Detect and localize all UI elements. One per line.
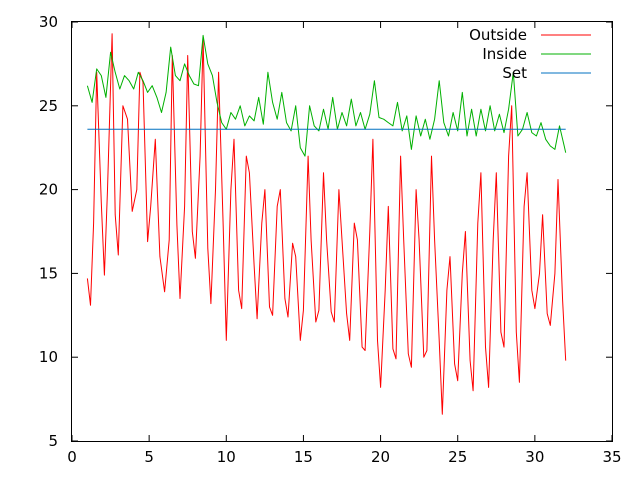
- y-tick-label: 10: [39, 348, 58, 366]
- x-tick-label: 35: [602, 448, 621, 466]
- y-tick-label: 30: [39, 13, 58, 31]
- legend-label-outside: Outside: [469, 26, 527, 44]
- series-group: [86, 33, 567, 415]
- y-tick-label: 25: [39, 97, 58, 115]
- legend-label-set: Set: [502, 64, 527, 82]
- x-tick-label: 15: [294, 448, 313, 466]
- x-tick-label: 30: [525, 448, 544, 466]
- plot-frame: [71, 21, 613, 442]
- series-line-outside: [86, 33, 567, 415]
- x-tick-label: 0: [67, 448, 77, 466]
- legend-label-inside: Inside: [482, 45, 527, 63]
- y-tick-label: 20: [39, 181, 58, 199]
- x-tick-label: 20: [371, 448, 390, 466]
- x-tick-label: 10: [217, 448, 236, 466]
- x-tick-label: 5: [144, 448, 154, 466]
- y-tick-label: 15: [39, 264, 58, 282]
- y-tick-label: 5: [48, 432, 58, 450]
- x-tick-label: 25: [448, 448, 467, 466]
